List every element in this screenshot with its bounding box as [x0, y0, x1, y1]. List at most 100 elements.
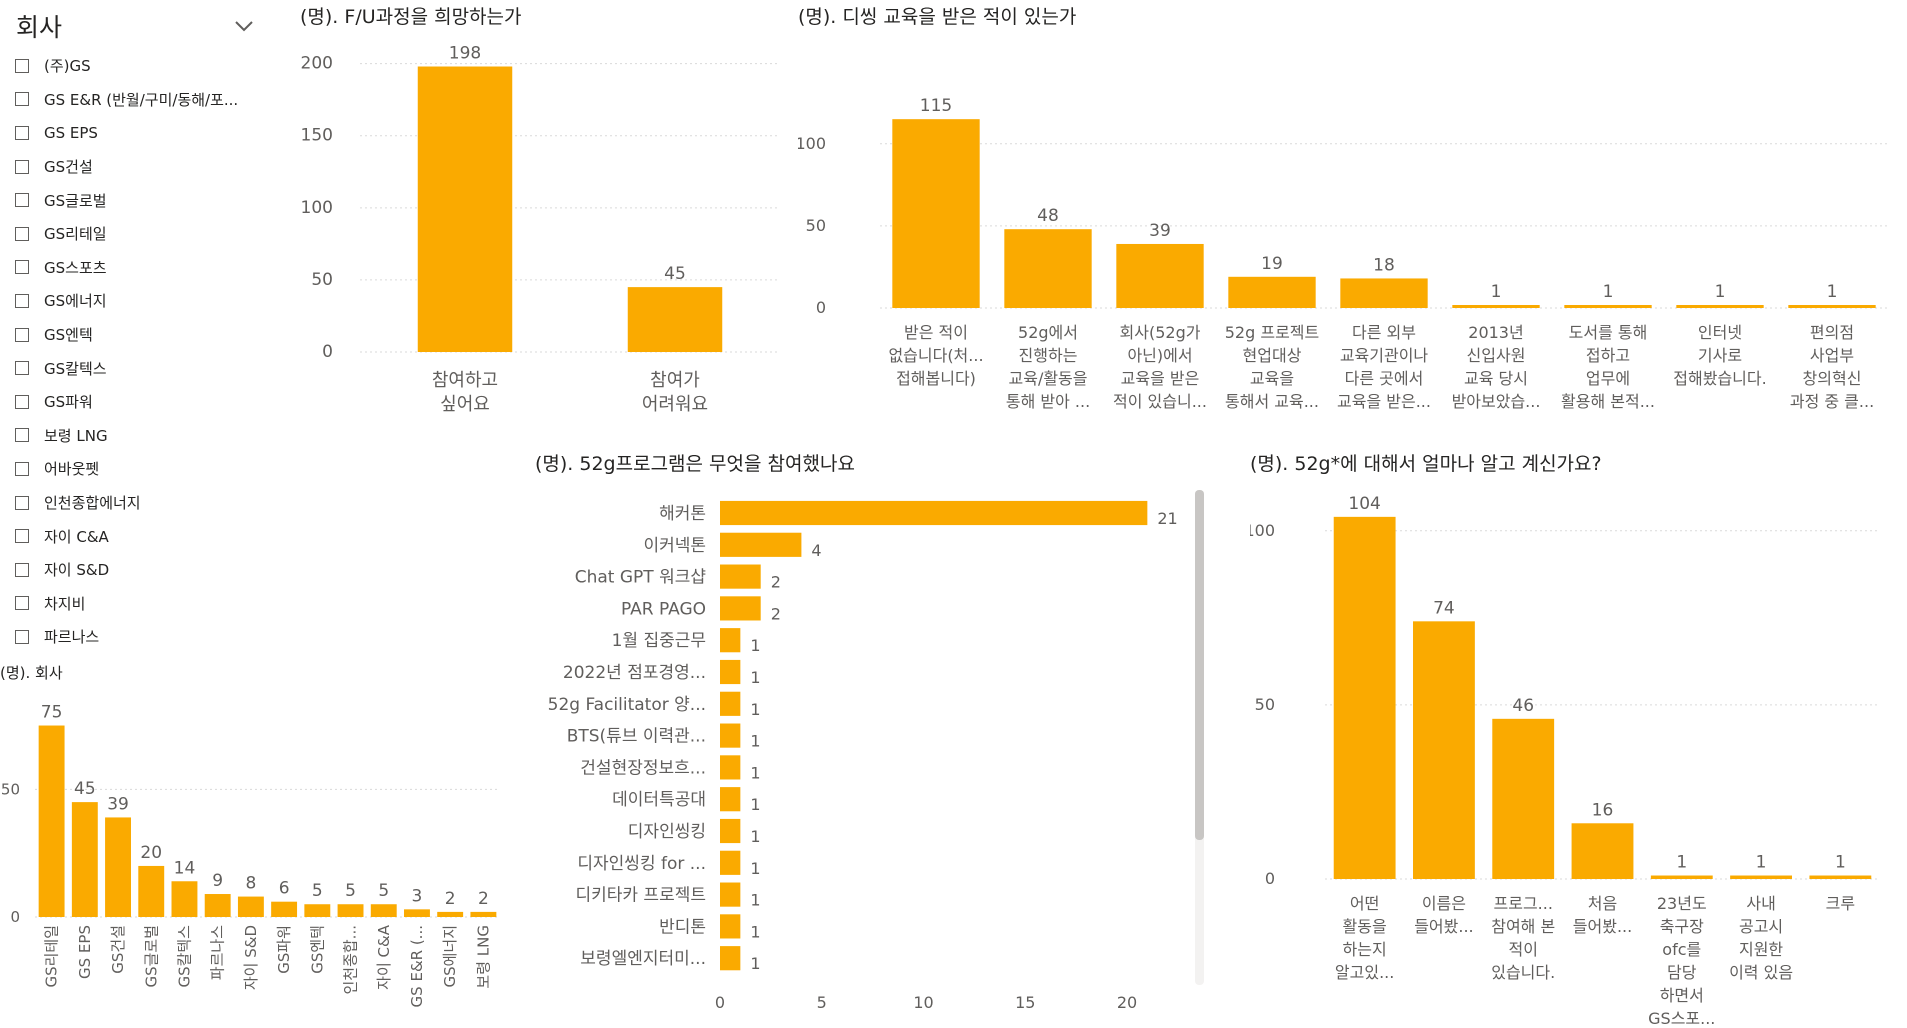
bar	[720, 691, 741, 716]
slicer-item[interactable]: 어바웃펫	[10, 452, 260, 486]
x-tick-label: 사내 공고시 지원한 이력 있음	[1729, 894, 1793, 982]
slicer-item[interactable]: 자이 S&D	[10, 553, 260, 587]
program-chart-plot: 0 5 10 15 20 21 해커톤 4 이커넥톤 2 Chat GPT 워크샵 2 PAR PAGO…	[548, 500, 1178, 1012]
bar	[105, 817, 131, 917]
x-tick-label: GS에너지	[441, 925, 459, 988]
data-label: 39	[107, 794, 129, 814]
data-label: 20	[140, 843, 162, 863]
checkbox[interactable]	[15, 596, 29, 611]
y-tick-label: 건설현장정보흐...	[580, 758, 706, 778]
bar	[38, 725, 65, 917]
know-chart: (명). 52g*에 대해서 얼마나 알고 계신가요? 0 50 100 104 어떤활…	[1250, 449, 1900, 1028]
bar	[720, 723, 741, 748]
slicer-item[interactable]: GS건설	[10, 150, 260, 184]
data-label: 45	[74, 779, 96, 799]
x-tick-label: GS건설	[109, 925, 127, 974]
x-tick-label: 참여하고 싶어요	[432, 370, 498, 415]
bar	[720, 596, 761, 621]
x-tick-label: 회사(52g가 아닌)에서 교육을 받은 적이 있습니...	[1113, 323, 1207, 411]
checkbox[interactable]	[15, 159, 29, 174]
checkbox[interactable]	[15, 629, 29, 644]
bar	[720, 532, 802, 557]
checkbox[interactable]	[15, 394, 29, 409]
bar	[1492, 718, 1555, 879]
data-label: 1	[1676, 853, 1687, 873]
chevron-down-icon[interactable]	[232, 14, 256, 38]
checkbox[interactable]	[15, 428, 29, 443]
checkbox[interactable]	[15, 125, 29, 140]
slicer-item-label: GS스포츠	[44, 258, 107, 277]
x-tick-label: 2013년 신입사원 교육 당시 받아보았습...	[1452, 323, 1541, 411]
slicer-item[interactable]: 자이 C&A	[10, 519, 260, 553]
x-tick-label: 이름은 들어봤...	[1414, 894, 1473, 936]
slicer-item[interactable]: GS글로벌	[10, 183, 260, 217]
bar	[720, 946, 741, 971]
slicer-item[interactable]: 보령 LNG	[10, 419, 260, 453]
bar	[720, 659, 741, 685]
checkbox[interactable]	[15, 293, 29, 308]
data-label: 1	[1756, 853, 1767, 873]
slicer-item[interactable]: 인천종합에너지	[10, 486, 260, 520]
checkbox[interactable]	[15, 327, 29, 342]
company-chart: (명). 회사 0 50 75 GS리테일 45 GS EPS 39 GS건설 20 GS글로벌 1…	[0, 660, 510, 1028]
data-label: 2	[445, 889, 456, 909]
slicer-item[interactable]: 차지비	[10, 587, 260, 621]
x-tick-label: 52g에서 진행하는 교육/활동을 통해 받아 ...	[1006, 323, 1090, 411]
x-tick-label: 보령 LNG	[474, 925, 492, 989]
data-label: 1	[750, 922, 760, 941]
program-chart: (명). 52g프로그램은 무엇을 참여했나요 0 5 10 15 20 21 해커톤 4 이커…	[535, 449, 1210, 1028]
data-label: 1	[750, 859, 760, 878]
slicer-item-list: (주)GS GS E&R (반월/구미/동해/포... GS EPS GS건설 GS글로…	[10, 49, 260, 654]
checkbox[interactable]	[15, 495, 29, 510]
bar	[720, 628, 741, 653]
y-tick-label: Chat GPT 워크샵	[575, 568, 706, 588]
x-tick-label: 다른 외부 교육기관이나 다른 곳에서 교육을 받은...	[1337, 323, 1431, 411]
data-label: 21	[1157, 509, 1177, 528]
y-tick-label: 해커톤	[659, 504, 706, 524]
checkbox[interactable]	[15, 529, 29, 544]
x-tick-label: 20	[1117, 993, 1137, 1012]
slicer-item[interactable]: GS스포츠	[10, 251, 260, 285]
checkbox[interactable]	[15, 461, 29, 476]
checkbox[interactable]	[15, 226, 29, 241]
checkbox[interactable]	[15, 361, 29, 376]
slicer-item[interactable]: 파르나스	[10, 620, 260, 654]
checkbox[interactable]	[15, 193, 29, 208]
slicer-item[interactable]: GS엔텍	[10, 318, 260, 352]
x-tick-label: 5	[817, 993, 827, 1012]
data-label: 1	[1715, 282, 1726, 302]
bar	[1564, 305, 1652, 308]
data-label: 2	[771, 573, 781, 592]
slicer-item-label: 자이 S&D	[44, 561, 110, 580]
bar	[1452, 305, 1540, 308]
bar	[1650, 875, 1713, 879]
y-tick-label: PAR PAGO	[621, 599, 706, 619]
checkbox[interactable]	[15, 58, 29, 73]
bar	[1788, 305, 1876, 308]
checkbox[interactable]	[15, 562, 29, 577]
bar	[337, 904, 364, 917]
checkbox[interactable]	[15, 92, 29, 107]
program-chart-scrollbar[interactable]	[1195, 490, 1204, 985]
slicer-item-label: 인천종합에너지	[44, 494, 141, 513]
know-chart-title: (명). 52g*에 대해서 얼마나 알고 계신가요?	[1250, 453, 1602, 475]
checkbox[interactable]	[15, 260, 29, 275]
company-chart-plot: 0 50 75 GS리테일 45 GS EPS 39 GS건설 20 GS글로벌 14 GS칼텍스 9 파…	[1, 703, 500, 1007]
data-label: 1	[750, 763, 760, 782]
scrollbar-thumb[interactable]	[1195, 490, 1204, 840]
slicer-item[interactable]: (주)GS	[10, 49, 260, 83]
data-label: 1	[750, 732, 760, 751]
x-tick-label: GS엔텍	[308, 925, 326, 974]
x-tick-label: 10	[913, 993, 933, 1012]
slicer-item[interactable]: GS E&R (반월/구미/동해/포...	[10, 83, 260, 117]
slicer-item[interactable]: GS에너지	[10, 284, 260, 318]
slicer-item[interactable]: GS칼텍스	[10, 351, 260, 385]
slicer-item-label: 파르나스	[44, 628, 100, 647]
data-label: 46	[1512, 696, 1534, 716]
data-label: 115	[920, 96, 952, 116]
slicer-item[interactable]: GS파워	[10, 385, 260, 419]
data-label: 75	[41, 703, 63, 723]
slicer-item-label: GS EPS	[44, 123, 98, 142]
slicer-item[interactable]: GS리테일	[10, 217, 260, 251]
slicer-item[interactable]: GS EPS	[10, 116, 260, 150]
